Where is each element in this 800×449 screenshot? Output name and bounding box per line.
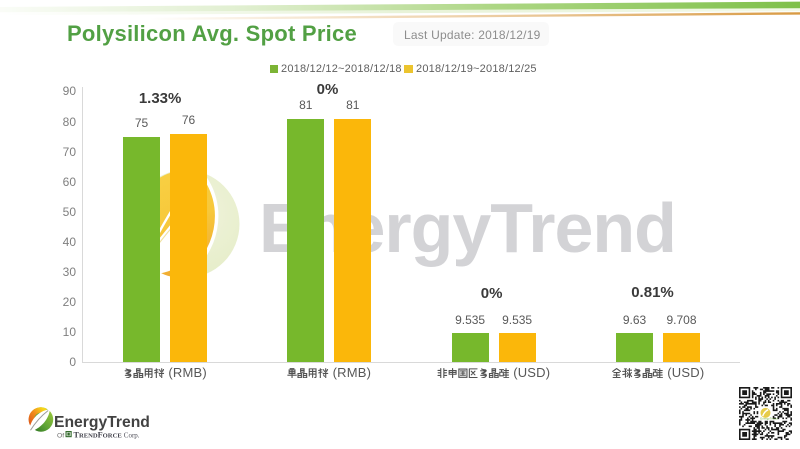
svg-text:EnergyTrend: EnergyTrend (760, 417, 778, 421)
svg-text:EnergyTrend: EnergyTrend (54, 414, 150, 431)
svg-text:Of: Of (57, 433, 64, 440)
svg-text:TRENDFORCE Corp.: TRENDFORCE Corp. (74, 431, 140, 440)
